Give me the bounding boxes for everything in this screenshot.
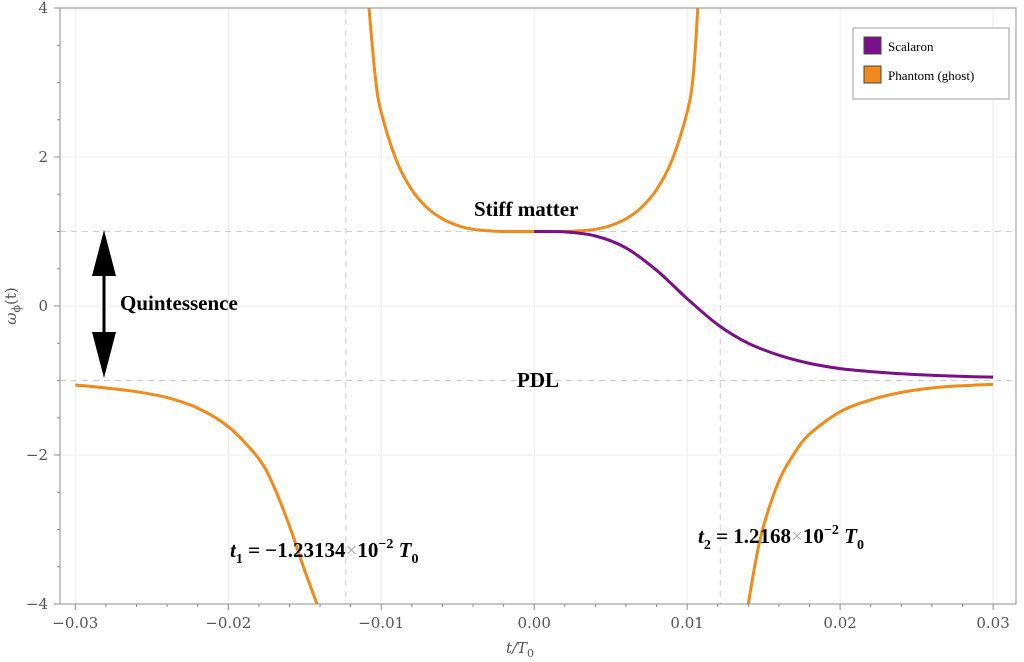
series-phantom-segment-3 (746, 382, 994, 605)
y-axis-label: ωϕ(t) (2, 287, 23, 324)
series-phantom-segment-0 (75, 383, 319, 605)
x-tick-label-0: −0.03 (52, 614, 98, 632)
x-tick-label-3: 0.00 (517, 614, 550, 632)
x-tick-label-4: 0.01 (670, 614, 703, 632)
series-phantom-segment-1 (367, 7, 535, 234)
y-tick-label-2: 0 (38, 297, 48, 315)
legend-swatch-phantom (863, 65, 882, 84)
annotation-t2: t2 = 1.2168×10−2 T0 (698, 523, 864, 553)
x-tick-label-2: −0.01 (358, 614, 404, 632)
annotation-stiff-matter: Stiff matter (474, 197, 578, 221)
x-tick-label-5: 0.02 (823, 614, 856, 632)
y-tick-label-3: 2 (38, 148, 48, 166)
y-tick-label-4: 4 (38, 0, 48, 17)
annotation-quintessence: Quintessence (120, 291, 238, 315)
series-layer (75, 7, 994, 605)
y-tick-label-1: −2 (26, 446, 48, 464)
legend-label-phantom: Phantom (ghost) (888, 68, 974, 83)
axis-ticks: −0.03 −0.02 −0.01 0.00 0.01 0.02 0.03 −4 −2 0 2 4 (26, 0, 1010, 632)
x-axis-label: t/T0 (506, 639, 534, 660)
legend-label-scalaron: Scalaron (888, 39, 934, 54)
quintessence-arrow (92, 230, 116, 378)
series-phantom-segment-2 (534, 7, 700, 234)
y-tick-label-0: −4 (26, 595, 48, 613)
series-scalaron-segment-0 (534, 229, 994, 379)
x-tick-label-6: 0.03 (976, 614, 1009, 632)
x-tick-label-1: −0.02 (205, 614, 251, 632)
annotation-pdl: PDL (517, 368, 559, 392)
legend: Scalaron Phantom (ghost) (852, 27, 1010, 100)
legend-swatch-scalaron (863, 36, 882, 55)
annotation-t1: t1 = −1.23134×10−2 T0 (230, 537, 418, 567)
